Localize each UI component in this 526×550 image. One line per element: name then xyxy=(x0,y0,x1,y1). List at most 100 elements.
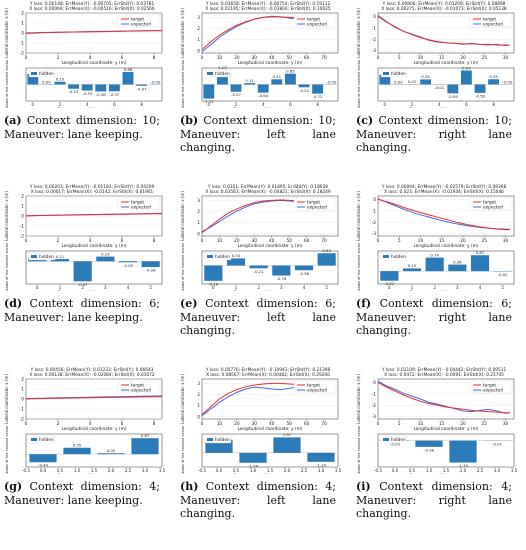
context-bar xyxy=(474,84,486,93)
trajectory-x-tick: 15 xyxy=(439,238,445,244)
context-bar xyxy=(488,79,500,85)
context-bar xyxy=(27,73,39,85)
bar-value-label: 0.15 xyxy=(408,263,417,268)
context-bar xyxy=(29,454,57,463)
bar-value-label: -0.28 xyxy=(146,268,156,273)
context-bar xyxy=(226,258,246,266)
legend-expected-label: expected xyxy=(483,22,503,28)
context-bar xyxy=(68,84,80,89)
bar-value-label: 0.05 xyxy=(107,448,116,453)
bar-x-tick: 3.0 xyxy=(494,468,501,473)
subfigure-caption-text: Context dimension: 4; Maneuver: left lan… xyxy=(180,480,336,520)
bar-value-label: 0.93 xyxy=(322,248,331,253)
context-bar xyxy=(118,261,138,263)
trajectory-x-tick: 5 xyxy=(398,421,401,427)
trajectory-x-tick: 10 xyxy=(418,421,424,427)
trajectory-y-tick: -1 xyxy=(20,41,25,47)
subfigure-svg: Y loss: 0.03658; ErrMean(Y): -0.00754; E… xyxy=(180,1,339,108)
trajectory-x-tick: 50 xyxy=(286,55,292,61)
subfigure-svg: Y loss: 0.00456; ErrMean(Y): 0.01233; Er… xyxy=(4,367,166,474)
trajectory-x-tick: 40 xyxy=(269,238,275,244)
bar-x-tick: 2 xyxy=(411,102,414,107)
legend-expected-label: expected xyxy=(131,388,151,394)
legend-target-label: target xyxy=(131,383,144,389)
bar-y-label: Values of the context vector xyxy=(5,425,9,474)
trajectory-y-tick: -1 xyxy=(20,224,25,230)
bar-x-tick: 5 xyxy=(149,285,152,290)
subfigure-f: Y loss: 0.00944; ErrMean(Y): -0.02579; E… xyxy=(352,183,520,363)
bar-x-tick: 1 xyxy=(411,285,414,290)
bar-value-label: -1.14 xyxy=(316,462,326,467)
bar-legend-swatch xyxy=(31,72,37,75)
bar-value-label: 0.23 xyxy=(101,251,110,256)
trajectory-y-label: Lateral coordinate: x (m) xyxy=(180,191,185,241)
bar-x-tick: 0 xyxy=(208,102,211,107)
stats-x-loss: X loss: 0.023; ErrMean(X): -0.01934; Err… xyxy=(384,189,504,195)
target-series-line xyxy=(25,396,163,400)
subfigure-letter: (d) xyxy=(4,297,23,310)
trajectory-x-tick: 20 xyxy=(234,421,240,427)
trajectory-x-tick: 0 xyxy=(377,238,380,244)
bar-value-label: -0.33 xyxy=(82,91,92,96)
bar-legend-label: hidden xyxy=(391,437,406,443)
subfigure-caption: (i) Context dimension: 4; Maneuver: righ… xyxy=(356,480,512,521)
legend-expected-label: expected xyxy=(307,22,327,28)
stats-x-loss: X loss: 0.0472; ErrMean(X): -0.0091; Err… xyxy=(384,372,504,378)
bar-x-tick: 1.0 xyxy=(426,468,433,473)
bar-value-label: -0.01 xyxy=(492,441,502,446)
stats-y-loss: Y loss: 0.0351; ErrMean(Y): 0.01895; Err… xyxy=(207,184,328,190)
bar-x-tick: 8 xyxy=(140,102,143,107)
context-bar xyxy=(73,261,92,282)
bar-y-label: Values of the context vector xyxy=(181,425,185,474)
legend-target-label: target xyxy=(131,17,144,23)
subfigure-plots: Y loss: 0.00806; ErrMean(Y): 0.01209; Er… xyxy=(352,0,520,108)
trajectory-x-label: Longitudinal coordinate: y (m) xyxy=(61,426,126,432)
bar-x-tick: 6 xyxy=(113,102,116,107)
trajectory-y-label: Lateral coordinate: x (m) xyxy=(356,191,361,241)
context-bar xyxy=(54,81,66,85)
bar-legend xyxy=(28,435,56,444)
bar-x-tick: 8 xyxy=(316,102,319,107)
context-bar xyxy=(415,440,443,447)
bar-value-label: -0.23 xyxy=(69,89,79,94)
subfigure-b: Y loss: 0.03658; ErrMean(Y): -0.00754; E… xyxy=(176,0,344,180)
bar-value-label: -0.59 xyxy=(448,94,458,99)
context-bar xyxy=(95,84,107,92)
trajectory-y-label: Lateral coordinate: x (m) xyxy=(4,374,9,424)
bar-x-tick: 1 xyxy=(235,285,238,290)
bar-value-label: -1.11 xyxy=(204,99,214,104)
bar-x-label: Components of the context vector xyxy=(57,473,131,474)
bar-legend-swatch xyxy=(383,255,389,258)
trajectory-x-tick: 5 xyxy=(398,55,401,61)
trajectory-x-tick: 0 xyxy=(377,55,380,61)
subfigure-caption: (f) Context dimension: 6; Maneuver: righ… xyxy=(356,297,512,338)
trajectory-x-tick: 0 xyxy=(201,421,204,427)
bar-legend-swatch xyxy=(207,438,213,441)
trajectory-x-label: Longitudinal coordinate: y (m) xyxy=(237,60,302,66)
context-bar xyxy=(204,265,223,281)
subfigure-e: Y loss: 0.0351; ErrMean(Y): 0.01895; Err… xyxy=(176,183,344,363)
bar-x-tick: 2.0 xyxy=(284,468,291,473)
bar-x-tick: 3.5 xyxy=(511,468,518,473)
bar-value-label: 0.15 xyxy=(56,77,65,82)
trajectory-y-tick: -2 xyxy=(20,234,25,240)
bar-value-label: -1.16 xyxy=(208,281,218,286)
expected-series-line xyxy=(377,380,510,414)
bar-value-label: 0.35 xyxy=(489,74,498,79)
context-bar xyxy=(317,253,336,266)
bar-value-label: -0.38 xyxy=(424,447,434,452)
trajectory-x-tick: 30 xyxy=(503,421,509,427)
trajectory-x-tick: 6 xyxy=(121,55,124,61)
legend-expected-label: expected xyxy=(483,388,503,394)
bar-x-tick: 2.5 xyxy=(477,468,484,473)
context-bar xyxy=(449,440,477,463)
bar-x-tick: 2 xyxy=(257,285,260,290)
bar-x-tick: -0.5 xyxy=(374,468,382,473)
trajectory-x-tick: 30 xyxy=(252,421,258,427)
trajectory-y-label: Lateral coordinate: x (m) xyxy=(4,191,9,241)
stats-y-loss: Y loss: 0.00806; ErrMean(Y): 0.01209; Er… xyxy=(382,1,506,7)
context-bar xyxy=(230,84,242,92)
bar-value-label: -0.22 xyxy=(299,88,309,93)
trajectory-x-label: Longitudinal coordinate: y (m) xyxy=(413,426,478,432)
stats-y-loss: Y loss: 0.00944; ErrMean(Y): -0.02579; E… xyxy=(381,184,507,190)
